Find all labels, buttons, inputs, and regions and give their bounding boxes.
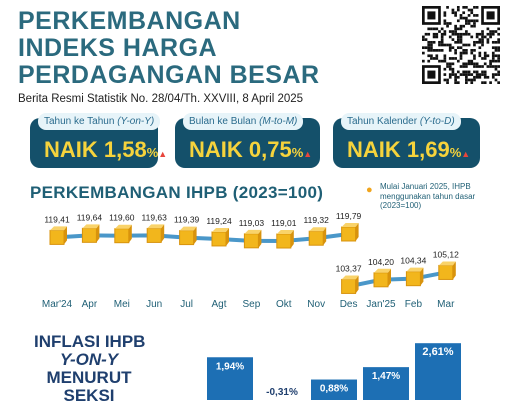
bar-label: -0,31%: [266, 387, 298, 398]
data-point: [276, 230, 294, 249]
data-label: 119,24: [206, 216, 232, 226]
data-point: [146, 224, 165, 243]
data-point: [341, 222, 359, 242]
data-label: 119,03: [239, 218, 265, 228]
page-title: PERKEMBANGAN INDEKS HARGA PERDAGANGAN BE…: [18, 8, 320, 89]
bar-label: 2,61%: [422, 346, 453, 358]
data-label: 119,79: [336, 211, 362, 221]
data-label: 104,20: [368, 257, 394, 267]
x-tick-label: Des: [340, 299, 358, 310]
x-tick-label: Okt: [276, 299, 292, 310]
card-yoy-value: NAIK 1,58%▲: [44, 137, 168, 162]
bar-label: 0,88%: [320, 384, 348, 395]
data-label: 119,63: [142, 212, 168, 222]
x-tick-label: Mei: [114, 299, 130, 310]
title-line-3: PERDAGANGAN BESAR: [18, 61, 320, 89]
card-ytd-value: NAIK 1,69%▲: [347, 137, 471, 162]
data-point: [211, 227, 229, 247]
data-label: 104,34: [400, 256, 426, 266]
card-mtm: Bulan ke Bulan (M-to-M) NAIK 0,75%▲: [175, 113, 320, 168]
bar-label: 1,94%: [216, 361, 244, 372]
x-tick-label: Feb: [405, 299, 423, 310]
title-line-1: PERKEMBANGAN: [18, 7, 241, 35]
ihpb-chart-title: PERKEMBANGAN IHPB (2023=100): [30, 183, 324, 202]
inflasi-title-line-1: INFLASI IHPB: [34, 332, 146, 351]
series-line-2: [348, 270, 447, 289]
up-triangle-icon: ▲: [158, 149, 168, 159]
card-yoy: Tahun ke Tahun (Y-on-Y) NAIK 1,58%▲: [30, 113, 167, 168]
data-label: 119,39: [174, 215, 200, 225]
bar-label: 1,47%: [372, 371, 400, 382]
card-ytd: Tahun Kalender (Y-to-D) NAIK 1,69%▲: [333, 113, 480, 168]
data-point: [243, 229, 262, 249]
bar: [311, 379, 357, 400]
data-label: 119,41: [44, 214, 70, 224]
bar: [207, 357, 253, 400]
x-tick-label: Apr: [82, 299, 98, 310]
data-point: [308, 227, 327, 246]
data-point: [373, 268, 391, 288]
inflasi-title-line-2: Y-ON-Y: [59, 350, 119, 369]
base-year-note: Mulai Januari 2025, IHPB menggunakan tah…: [380, 182, 476, 210]
series-line-1: [56, 232, 349, 244]
data-label: 105,12: [433, 249, 459, 259]
card-mtm-value: NAIK 0,75%▲: [189, 137, 313, 162]
qr-code-icon: [422, 6, 500, 84]
data-label: 119,01: [271, 218, 297, 228]
x-tick-label: Mar: [437, 299, 455, 310]
x-tick-label: Nov: [307, 299, 325, 310]
data-point: [114, 224, 132, 244]
up-triangle-icon: ▲: [303, 149, 313, 159]
data-point: [81, 224, 100, 243]
card-mtm-label: Bulan ke Bulan (M-to-M): [183, 113, 304, 130]
card-ytd-label: Tahun Kalender (Y-to-D): [341, 113, 461, 130]
data-point: [405, 267, 424, 287]
title-line-2: INDEKS HARGA: [18, 34, 218, 62]
data-point: [438, 261, 456, 280]
data-point: [49, 226, 67, 245]
inflasi-title-line-3: MENURUT: [46, 368, 132, 387]
bar: [363, 367, 409, 400]
x-tick-label: Jul: [180, 299, 193, 310]
page-subtitle: Berita Resmi Statistik No. 28/04/Th. XXV…: [18, 93, 304, 105]
x-tick-label: Jun: [146, 299, 162, 310]
inflasi-bar-chart: 1,94% -0,31% 0,88% 1,47% 2,61%: [207, 343, 461, 400]
data-label: 119,32: [304, 215, 330, 225]
data-point: [341, 275, 359, 294]
x-tick-label: Agt: [211, 299, 226, 310]
data-label: 119,64: [77, 212, 103, 222]
up-triangle-icon: ▲: [461, 149, 471, 159]
data-label: 119,60: [109, 213, 135, 223]
x-tick-label: Mar'24: [42, 299, 73, 310]
card-yoy-label: Tahun ke Tahun (Y-on-Y): [38, 113, 161, 130]
x-tick-label: Jan'25: [366, 299, 396, 310]
bar: [415, 343, 461, 400]
data-point: [179, 226, 197, 246]
ihpb-line-chart: 119,41 119,64 119,60 119,63 119,39 119,24 119,…: [42, 211, 459, 310]
lightbulb-icon: ●: [366, 184, 373, 196]
x-tick-label: Sep: [243, 299, 261, 310]
data-label: 103,37: [336, 263, 362, 273]
